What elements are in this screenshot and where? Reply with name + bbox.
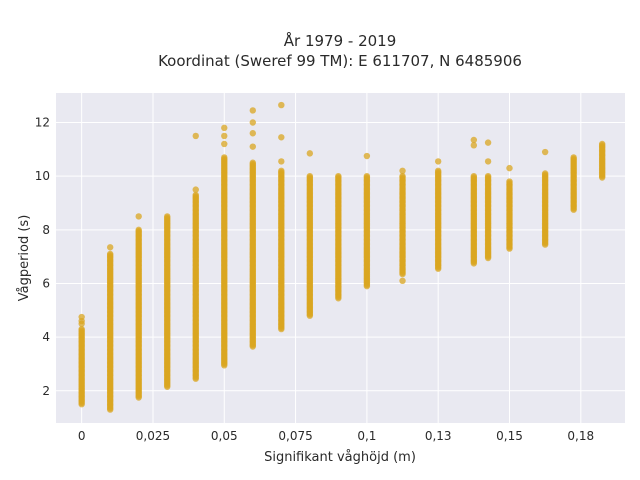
data-point xyxy=(164,213,171,220)
data-point xyxy=(135,213,142,220)
data-point xyxy=(506,164,513,172)
data-point xyxy=(106,244,114,251)
y-axis-title: Vågperiod (s) xyxy=(17,215,32,302)
x-tick-labels: 0 0,025 0,05 0,075 0,1 0,13 0,15 0,18 xyxy=(78,429,594,443)
data-point xyxy=(484,172,492,180)
data-point xyxy=(221,132,228,140)
data-point xyxy=(249,130,256,137)
data-point xyxy=(249,119,256,126)
data-point xyxy=(278,167,285,175)
data-points xyxy=(78,101,606,413)
x-tick-label: 0,13 xyxy=(425,429,452,443)
x-axis-title: Signifikant våghöjd (m) xyxy=(264,450,416,465)
data-point xyxy=(399,277,406,285)
data-point xyxy=(278,134,285,141)
data-point xyxy=(506,178,513,185)
data-point xyxy=(470,172,478,180)
data-point xyxy=(249,143,256,150)
y-tick-label: 4 xyxy=(42,330,50,344)
data-point xyxy=(278,101,285,109)
data-point xyxy=(78,313,85,321)
data-point xyxy=(135,226,142,234)
y-tick-label: 6 xyxy=(42,276,50,290)
x-tick-label: 0,025 xyxy=(136,429,170,443)
data-point xyxy=(484,158,492,165)
data-point xyxy=(278,158,285,165)
data-point xyxy=(249,107,256,114)
data-point xyxy=(221,140,228,148)
y-tick-labels: 2 4 6 8 10 12 xyxy=(35,116,50,398)
data-point xyxy=(78,325,85,333)
x-tick-label: 0 xyxy=(78,429,86,443)
data-point xyxy=(306,150,314,157)
data-point xyxy=(306,172,314,180)
x-tick-label: 0,075 xyxy=(278,429,312,443)
data-point xyxy=(221,124,228,132)
data-point xyxy=(335,172,342,180)
chart-title-line2: Koordinat (Sweref 99 TM): E 611707, N 64… xyxy=(158,52,522,70)
y-tick-label: 10 xyxy=(35,169,50,183)
data-point xyxy=(399,172,406,180)
data-point xyxy=(470,142,478,149)
x-tick-label: 0,15 xyxy=(496,429,523,443)
data-point xyxy=(399,167,406,175)
y-tick-label: 8 xyxy=(42,223,50,237)
data-point xyxy=(434,158,442,165)
data-point xyxy=(192,186,199,193)
x-tick-label: 0,05 xyxy=(211,429,238,443)
data-point xyxy=(249,159,256,166)
x-tick-label: 0,1 xyxy=(357,429,376,443)
data-point xyxy=(192,132,199,140)
y-tick-label: 2 xyxy=(42,384,50,398)
data-point xyxy=(484,139,492,146)
data-point xyxy=(221,154,228,161)
data-point xyxy=(363,152,371,160)
data-point xyxy=(598,140,606,148)
data-point xyxy=(541,148,549,156)
y-tick-label: 12 xyxy=(35,116,50,130)
data-point xyxy=(106,250,114,258)
data-point xyxy=(570,154,577,161)
data-point xyxy=(192,191,199,199)
x-tick-label: 0,18 xyxy=(567,429,594,443)
data-point xyxy=(434,167,442,175)
data-point xyxy=(541,170,549,177)
data-point xyxy=(363,172,371,180)
data-point xyxy=(470,136,478,144)
chart-title-line1: År 1979 - 2019 xyxy=(284,31,397,50)
